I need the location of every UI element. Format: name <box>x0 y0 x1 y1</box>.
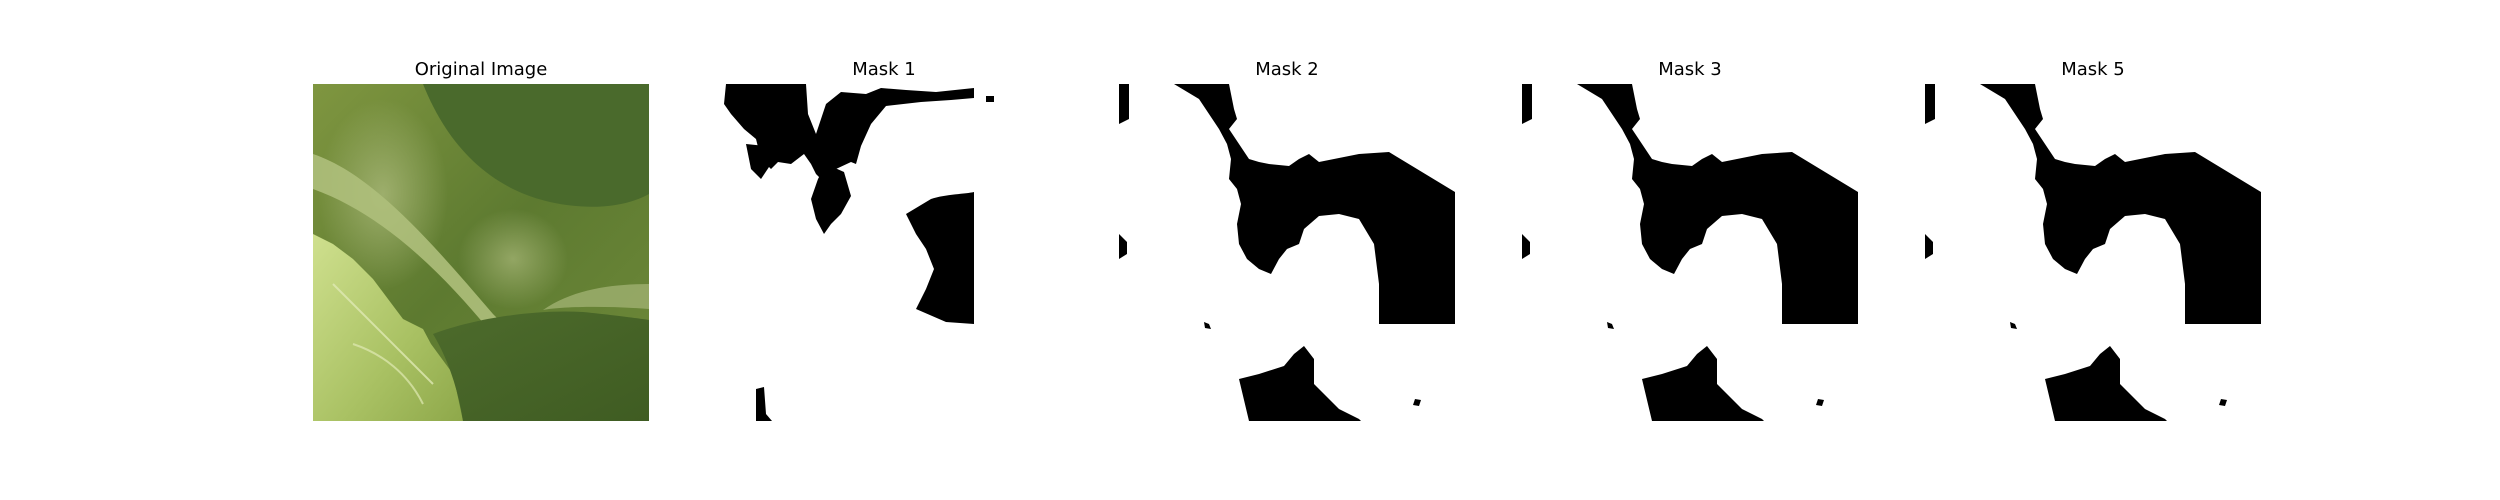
mask-5-image <box>1925 84 2261 421</box>
mask-1-shape <box>716 84 1052 421</box>
mask-2-image <box>1119 84 1455 421</box>
mask-3-image <box>1522 84 1858 421</box>
panel-title: Mask 2 <box>1255 59 1319 80</box>
panel-title: Mask 5 <box>2061 59 2125 80</box>
leaf-photo <box>313 84 649 421</box>
panel-mask-1: Mask 1 <box>716 0 1052 500</box>
panel-mask-5: Mask 5 <box>1925 0 2261 500</box>
original-image <box>313 84 649 421</box>
panel-mask-3: Mask 3 <box>1522 0 1858 500</box>
mask-5-shape <box>1925 84 2261 421</box>
mask-2-shape <box>1119 84 1455 421</box>
panel-title: Mask 3 <box>1658 59 1722 80</box>
panel-mask-2: Mask 2 <box>1119 0 1455 500</box>
mask-3-shape <box>1522 84 1858 421</box>
panel-title: Original Image <box>414 59 548 80</box>
mask-1-image <box>716 84 1052 421</box>
panel-title: Mask 1 <box>852 59 916 80</box>
panel-original-image: Original Image <box>313 0 649 500</box>
